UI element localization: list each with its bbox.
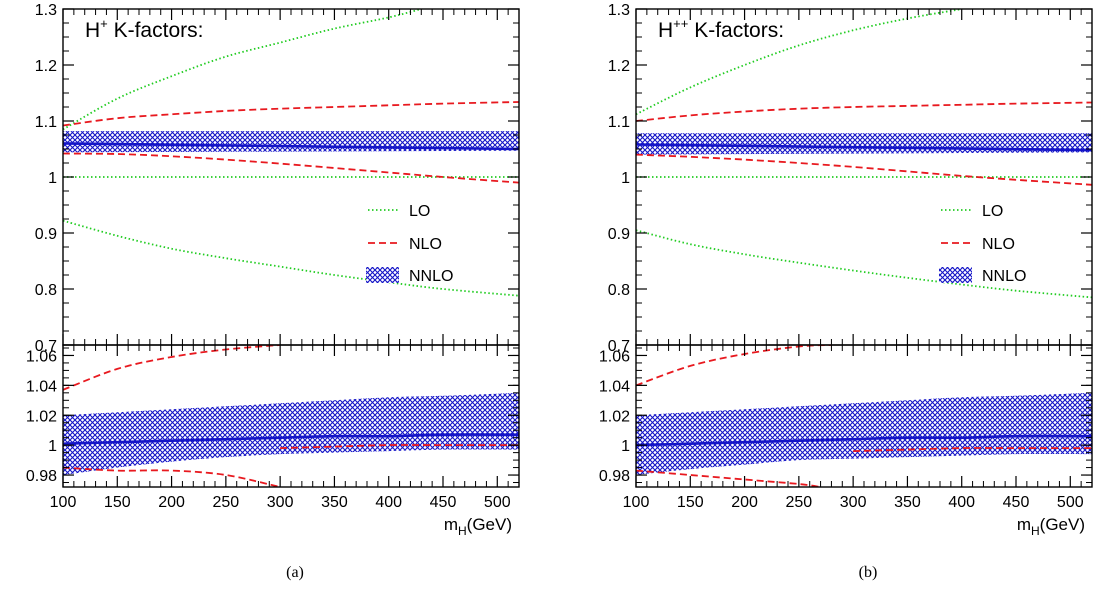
nnlo-central-line [63, 142, 519, 151]
y-tick-label: 0.7 [608, 338, 630, 355]
y-tick-label: 1.1 [35, 114, 57, 131]
legend-label-lo: LO [409, 203, 430, 220]
nnlo-band [63, 392, 519, 475]
y-tick-label: 1.02 [599, 408, 630, 425]
nlo-series-line [63, 152, 519, 184]
legend-label-nnlo: NNLO [409, 268, 453, 285]
x-tick-label: 300 [267, 494, 294, 511]
chart-title-main: H [658, 19, 673, 42]
chart-title-sup: + [100, 16, 108, 31]
y-tick-label: 1.3 [35, 2, 57, 19]
y-tick-label: 1.04 [26, 378, 57, 395]
x-axis-label-sub: H [458, 524, 467, 538]
chart-title: H++ K-factors: [658, 16, 784, 42]
y-tick-label: 1 [621, 170, 630, 187]
chart-title-sup: ++ [673, 16, 688, 31]
x-tick-label: 250 [213, 494, 240, 511]
x-axis-label: mH(GeV) [1017, 515, 1085, 538]
legend: LO NLO NNLO [939, 203, 1026, 285]
y-tick-label: 0.7 [35, 338, 57, 355]
x-tick-label: 400 [948, 494, 975, 511]
x-tick-label: 400 [375, 494, 402, 511]
x-tick-label: 350 [321, 494, 348, 511]
y-tick-label: 1.2 [608, 58, 630, 75]
x-axis-label-unit: (GeV) [467, 515, 512, 534]
nlo-series-line [636, 101, 1092, 122]
x-tick-label: 150 [104, 494, 131, 511]
x-tick-label: 100 [623, 494, 650, 511]
panel-lower: 0.98 1 1.02 1.04 1.06 [26, 344, 520, 488]
x-axis-label-main: m [1017, 515, 1031, 534]
legend-label-nnlo: NNLO [982, 268, 1026, 285]
figure-caption: (a) [286, 564, 304, 581]
y-tick-label: 1.1 [608, 114, 630, 131]
legend-swatch-nnlo [366, 267, 399, 283]
y-tick-label: 0.9 [35, 226, 57, 243]
x-tick-label: 200 [731, 494, 758, 511]
chart-b: 0.7 0.8 0.9 1 1.1 1.2 1.3 0.98 1 1.02 1.04 1.06 100 1… [599, 2, 1093, 581]
x-axis-label-main: m [444, 515, 458, 534]
nnlo-central-line [636, 434, 1092, 447]
x-tick-label: 450 [430, 494, 457, 511]
x-axis-label-sub: H [1031, 524, 1040, 538]
figure-caption: (b) [859, 564, 878, 581]
legend: LO NLO NNLO [366, 203, 453, 285]
plot-area-lower [63, 345, 519, 487]
x-axis-label: mH(GeV) [444, 515, 512, 538]
nlo-series-line [636, 345, 832, 387]
chart-a: 0.7 0.8 0.9 1 1.1 1.2 1.3 0.98 1 1.02 1.04 1.06 100 1… [26, 2, 520, 581]
nlo-series-line [63, 466, 281, 487]
y-tick-label: 0.9 [608, 226, 630, 243]
panel-upper: 0.7 0.8 0.9 1 1.1 1.2 1.3 [608, 2, 1093, 355]
y-tick-label: 0.8 [35, 282, 57, 299]
nnlo-band [636, 133, 1092, 155]
plot-area-upper [636, 9, 1092, 299]
x-tick-label: 200 [158, 494, 185, 511]
y-tick-label: 1 [48, 170, 57, 187]
plot-area-upper [63, 9, 519, 297]
nnlo-central-line [636, 143, 1092, 152]
legend-label-nlo: NLO [409, 236, 442, 253]
panel-upper: 0.7 0.8 0.9 1 1.1 1.2 1.3 [35, 2, 520, 355]
x-tick-label: 100 [50, 494, 77, 511]
y-tick-label: 0.98 [599, 468, 630, 485]
chart-title-rest: K-factors: [108, 19, 204, 42]
x-tick-label: 350 [894, 494, 921, 511]
x-tick-label: 500 [1057, 494, 1084, 511]
lo-series-line [636, 229, 1092, 299]
y-tick-label: 1 [48, 438, 57, 455]
x-tick-label: 150 [677, 494, 704, 511]
x-tick-label: 450 [1003, 494, 1030, 511]
panel-lower: 0.98 1 1.02 1.04 1.06 [599, 344, 1093, 488]
y-tick-label: 1 [621, 438, 630, 455]
x-tick-label: 250 [786, 494, 813, 511]
nlo-series-line [280, 444, 519, 449]
chart-title-rest: K-factors: [688, 19, 784, 42]
nlo-series-line [636, 469, 821, 487]
x-tick-label: 300 [840, 494, 867, 511]
legend-label-lo: LO [982, 203, 1003, 220]
chart-title-main: H [85, 19, 100, 42]
nnlo-central-line [63, 433, 519, 445]
y-tick-label: 1.06 [26, 348, 57, 365]
y-tick-label: 1.06 [599, 348, 630, 365]
legend-swatch-nnlo [939, 267, 972, 283]
nlo-series-line [636, 153, 1092, 186]
x-axis-label-unit: (GeV) [1040, 515, 1085, 534]
y-tick-label: 0.8 [608, 282, 630, 299]
y-tick-label: 0.98 [26, 468, 57, 485]
chart-title: H+ K-factors: [85, 16, 203, 42]
nlo-series-line [853, 447, 1092, 452]
y-tick-label: 1.3 [608, 2, 630, 19]
plot-area-lower [636, 345, 1092, 487]
y-tick-label: 1.2 [35, 58, 57, 75]
x-tick-label: 500 [484, 494, 511, 511]
y-tick-label: 1.04 [599, 378, 630, 395]
nlo-series-line [63, 101, 519, 127]
legend-label-nlo: NLO [982, 236, 1015, 253]
y-tick-label: 1.02 [26, 408, 57, 425]
nnlo-band [636, 392, 1092, 475]
nlo-series-line [63, 345, 281, 391]
